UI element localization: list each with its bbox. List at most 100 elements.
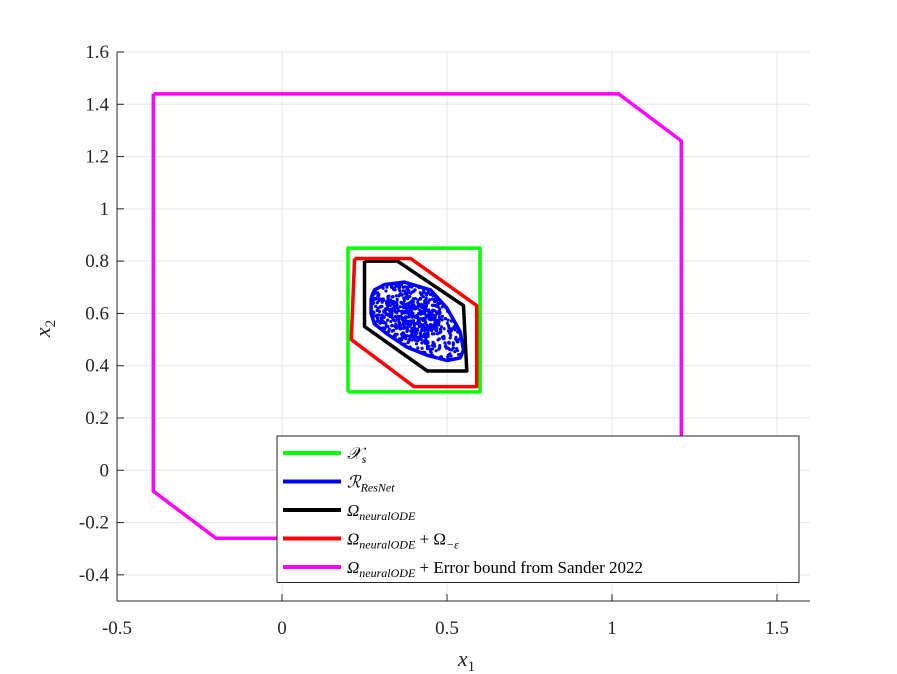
y-tick-label-6: 0.8 (85, 251, 109, 272)
resnet-sample-point (409, 319, 413, 323)
resnet-reach-set (369, 280, 466, 363)
resnet-sample-point (424, 315, 428, 320)
resnet-sample-point (384, 312, 388, 317)
resnet-sample-point (398, 327, 402, 331)
resnet-sample-point (393, 287, 397, 291)
resnet-sample-point (438, 344, 442, 348)
resnet-sample-point (398, 305, 402, 309)
resnet-sample-point (401, 285, 405, 289)
resnet-sample-point (377, 309, 381, 314)
y-axis-label: x2 (30, 320, 59, 338)
resnet-sample-point (380, 317, 384, 321)
resnet-sample-point (437, 315, 441, 319)
resnet-sample-point (431, 316, 435, 320)
resnet-sample-point (402, 326, 406, 330)
resnet-sample-point (424, 320, 428, 324)
resnet-sample-point (424, 296, 428, 300)
resnet-sample-point (433, 300, 437, 304)
resnet-sample-point (419, 324, 423, 328)
resnet-sample-point (430, 327, 435, 331)
resnet-sample-point (413, 326, 417, 330)
resnet-sample-point (402, 319, 406, 323)
resnet-sample-point (412, 324, 416, 328)
resnet-sample-point (423, 291, 427, 295)
legend-box (276, 435, 800, 583)
x-tick-label-0: -0.5 (102, 618, 132, 639)
y-tick-label-10: 1.6 (85, 42, 109, 63)
resnet-sample-point (402, 317, 406, 321)
resnet-sample-point (440, 314, 444, 318)
resnet-sample-point (402, 299, 406, 303)
resnet-sample-point (403, 321, 407, 326)
resnet-sample-point (427, 317, 431, 321)
resnet-sample-point (387, 294, 391, 298)
resnet-sample-point (428, 322, 433, 327)
resnet-sample-point (420, 327, 424, 331)
resnet-sample-point (419, 303, 423, 307)
resnet-sample-point (407, 289, 411, 293)
neuralode-set (362, 259, 469, 373)
resnet-sample-point (437, 312, 442, 316)
x-tick-label-1: 0 (277, 618, 287, 639)
resnet-sample-point (447, 341, 451, 345)
resnet-sample-point (412, 303, 416, 307)
resnet-sample-point (441, 337, 446, 341)
legend-entry-2: ΩneuralODE (347, 501, 416, 523)
resnet-sample-point (392, 318, 396, 322)
resnet-sample-point (382, 309, 386, 313)
resnet-sample-point (394, 294, 398, 298)
resnet-sample-point (411, 319, 415, 323)
x-tick-label-3: 1 (607, 618, 617, 639)
resnet-sample-point (436, 338, 440, 342)
resnet-sample-point (424, 338, 428, 342)
resnet-sample-point (404, 337, 408, 341)
resnet-sample-point (399, 314, 403, 318)
resnet-sample-point (431, 340, 435, 344)
neuralode-minus-eps-set (349, 256, 479, 389)
y-tick-label-4: 0.4 (85, 356, 109, 377)
resnet-sample-point (410, 330, 414, 334)
resnet-sample-point (443, 317, 447, 321)
resnet-sample-point (440, 318, 444, 322)
resnet-sample-point (418, 297, 422, 301)
resnet-sample-point (405, 307, 409, 311)
resnet-sample-point (390, 312, 394, 316)
resnet-sample-point (405, 311, 409, 315)
y-tick-label-1: -0.2 (79, 513, 109, 534)
resnet-sample-point (439, 330, 443, 334)
y-tick-label-3: 0.2 (85, 408, 109, 429)
resnet-sample-point (407, 295, 411, 299)
legend-entry-3: ΩneuralODE + Ω−ε (347, 530, 459, 552)
resnet-sample-point (401, 305, 405, 309)
resnet-sample-point (422, 332, 426, 336)
resnet-sample-point (407, 334, 411, 338)
resnet-sample-point (422, 312, 427, 316)
resnet-sample-point (432, 332, 436, 336)
resnet-sample-point (397, 287, 401, 291)
resnet-sample-point (375, 301, 379, 305)
resnet-sample-point (376, 306, 380, 310)
resnet-sample-point (415, 331, 419, 335)
resnet-sample-point (401, 302, 405, 306)
resnet-sample-point (420, 346, 424, 350)
resnet-sample-point (451, 341, 455, 345)
resnet-sample-point (399, 309, 404, 313)
resnet-sample-point (408, 337, 412, 341)
resnet-sample-point (455, 338, 459, 342)
resnet-sample-point (382, 315, 386, 319)
resnet-sample-point (383, 326, 387, 330)
resnet-sample-point (412, 334, 416, 338)
y-tick-label-2: 0 (100, 460, 110, 481)
resnet-sample-point (455, 349, 460, 353)
resnet-sample-point (427, 309, 431, 313)
resnet-sample-point (448, 352, 452, 356)
resnet-sample-point (421, 295, 425, 299)
resnet-sample-point (426, 324, 430, 328)
y-tick-label-8: 1.2 (85, 147, 109, 168)
x-axis-label: x1 (457, 646, 475, 674)
resnet-sample-point (404, 319, 408, 323)
resnet-sample-point (393, 306, 398, 310)
resnet-sample-point (374, 314, 378, 318)
resnet-sample-point (405, 315, 409, 319)
resnet-sample-point (404, 326, 409, 330)
